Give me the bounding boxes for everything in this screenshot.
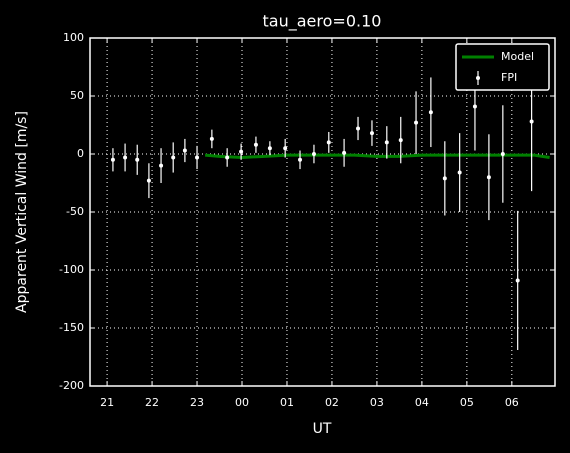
y-tick-label: -100: [59, 263, 84, 276]
x-tick-label: 00: [235, 396, 249, 409]
legend-swatch: [476, 76, 480, 80]
x-tick-label: 23: [190, 396, 204, 409]
data-point: [356, 126, 361, 131]
data-point: [253, 142, 258, 147]
data-point: [326, 140, 331, 145]
x-tick-label: 01: [280, 396, 294, 409]
data-point: [159, 163, 164, 168]
data-point: [298, 157, 303, 162]
y-tick-label: -200: [59, 379, 84, 392]
legend-label: FPI: [501, 71, 517, 84]
x-tick-label: 22: [145, 396, 159, 409]
plot-frame: [89, 37, 556, 387]
x-tick-label: 02: [325, 396, 339, 409]
data-point: [283, 146, 288, 151]
data-point: [486, 175, 491, 180]
data-point: [369, 131, 374, 136]
x-axis-label: UT: [313, 421, 332, 437]
y-tick-label: -50: [66, 205, 84, 218]
x-tick-label: 03: [370, 396, 384, 409]
y-tick-label: 50: [70, 89, 84, 102]
y-tick-label: -150: [59, 321, 84, 334]
data-point: [500, 152, 505, 156]
x-tick-label: 04: [415, 396, 429, 409]
y-axis-label: Apparent Vertical Wind [m/s]: [14, 111, 30, 313]
data-point: [195, 155, 200, 160]
x-tick-label: 06: [505, 396, 519, 409]
data-point: [239, 149, 244, 154]
data-point: [225, 155, 230, 160]
data-point: [267, 146, 272, 151]
y-tick-label: 0: [77, 147, 84, 160]
x-tick-label: 21: [100, 396, 114, 409]
data-point: [384, 140, 389, 145]
data-point: [135, 157, 140, 162]
data-point: [457, 170, 462, 175]
data-point: [182, 148, 187, 153]
data-point: [529, 119, 534, 124]
legend-label: Model: [501, 50, 534, 63]
chart-title: tau_aero=0.10: [263, 12, 382, 32]
data-point: [146, 178, 151, 183]
data-point: [171, 155, 176, 160]
data-point: [311, 152, 316, 156]
y-tick-label: 100: [63, 31, 84, 44]
data-point: [414, 120, 419, 125]
data-point: [209, 136, 214, 141]
data-point: [123, 155, 128, 160]
model-line: [205, 153, 550, 159]
data-point: [342, 150, 347, 155]
data-point: [398, 138, 403, 143]
data-point: [110, 157, 115, 162]
data-point: [515, 278, 520, 283]
x-tick-label: 05: [460, 396, 474, 409]
data-point: [428, 110, 433, 115]
data-point: [472, 104, 477, 109]
data-point: [442, 176, 447, 181]
